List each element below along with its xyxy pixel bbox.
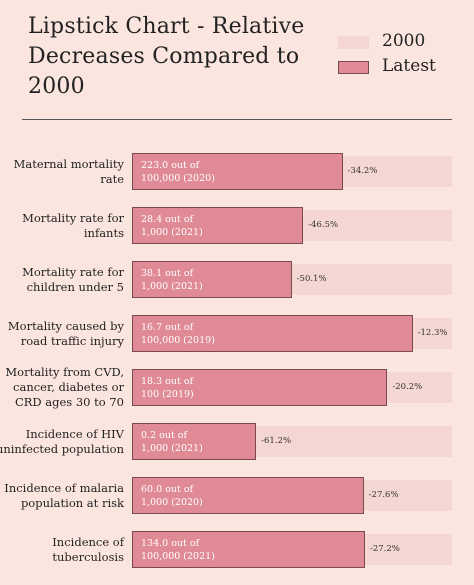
legend-item-2000: 2000 — [338, 31, 458, 51]
category-label: Mortality caused by road traffic injury — [7, 318, 124, 348]
legend-item-latest: Latest — [338, 56, 458, 76]
legend-label-latest: Latest — [382, 56, 436, 76]
bar-value-label: 60.0 out of 1,000 (2020) — [141, 484, 203, 508]
category-label: Incidence of malaria population at risk — [4, 480, 124, 510]
change-label: -27.2% — [369, 543, 400, 554]
bar-value-label: 18.3 out of 100 (2019) — [141, 376, 194, 400]
title-divider — [22, 119, 452, 120]
change-label: -12.3% — [417, 327, 448, 338]
chart-title: Lipstick Chart - Relative Decreases Comp… — [28, 14, 305, 99]
change-label: -27.6% — [368, 489, 399, 500]
bar-value-label: 134.0 out of 100,000 (2021) — [141, 538, 215, 562]
bar-value-label: 38.1 out of 1,000 (2021) — [141, 268, 203, 292]
legend-swatch-latest — [338, 61, 369, 74]
change-label: -61.2% — [261, 435, 292, 446]
category-label: Mortality from CVD, cancer, diabetes or … — [5, 365, 124, 409]
bar-latest — [132, 315, 413, 352]
bar-latest — [132, 477, 364, 514]
bar-latest — [132, 369, 388, 406]
category-label: Incidence of tuberculosis — [52, 534, 124, 564]
bar-value-label: 16.7 out of 100,000 (2019) — [141, 322, 215, 346]
legend-label-2000: 2000 — [382, 31, 426, 51]
category-label: Mortality rate for infants — [22, 210, 124, 240]
change-label: -46.5% — [308, 219, 339, 230]
change-label: -50.1% — [296, 273, 327, 284]
bar-latest — [132, 207, 304, 244]
legend-swatch-2000 — [338, 36, 369, 49]
category-label: Mortality rate for children under 5 — [22, 264, 124, 294]
category-label: Incidence of HIV uninfected population — [0, 426, 124, 456]
change-label: -34.2% — [347, 165, 378, 176]
bar-latest — [132, 153, 343, 190]
bar-value-label: 223.0 out of 100,000 (2020) — [141, 160, 215, 184]
bar-latest — [132, 261, 292, 298]
bar-value-label: 28.4 out of 1,000 (2021) — [141, 214, 203, 238]
bar-value-label: 0.2 out of 1,000 (2021) — [141, 430, 203, 454]
bar-latest — [132, 423, 257, 460]
change-label: -20.2% — [392, 381, 423, 392]
category-label: Maternal mortality rate — [13, 156, 124, 186]
bar-latest — [132, 531, 365, 568]
